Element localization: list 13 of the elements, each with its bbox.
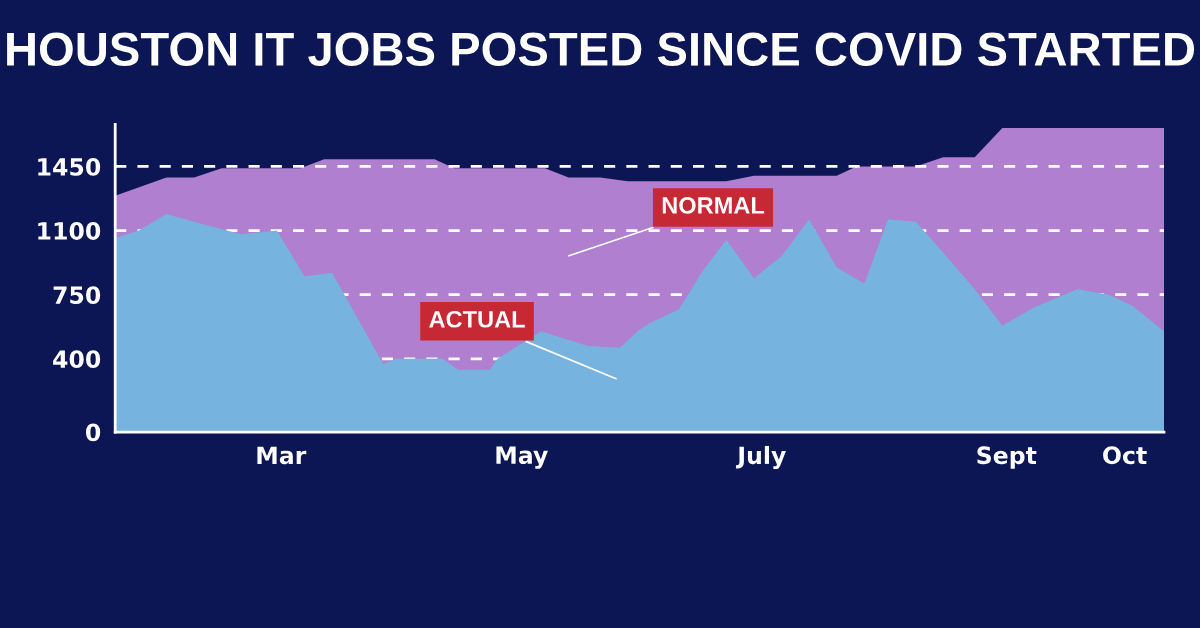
x-tick-label: Oct [1103, 446, 1147, 465]
y-tick-label: 400 [53, 350, 101, 369]
x-tick-label: Mar [257, 446, 307, 465]
x-tick-label: May [496, 446, 548, 469]
y-tick-label: 0 [86, 423, 101, 442]
chart-title: HOUSTON IT JOBS POSTED SINCE COVID STARTED [7, 32, 1195, 67]
x-tick-label: Sept [977, 446, 1037, 469]
y-tick-label: 1450 [38, 157, 101, 176]
y-tick-label: 1100 [38, 222, 101, 240]
y-tick-label: 750 [53, 286, 101, 304]
series-label: ACTUAL [429, 310, 525, 328]
x-tick-label: July [735, 445, 786, 469]
series-label: NORMAL [662, 197, 765, 214]
